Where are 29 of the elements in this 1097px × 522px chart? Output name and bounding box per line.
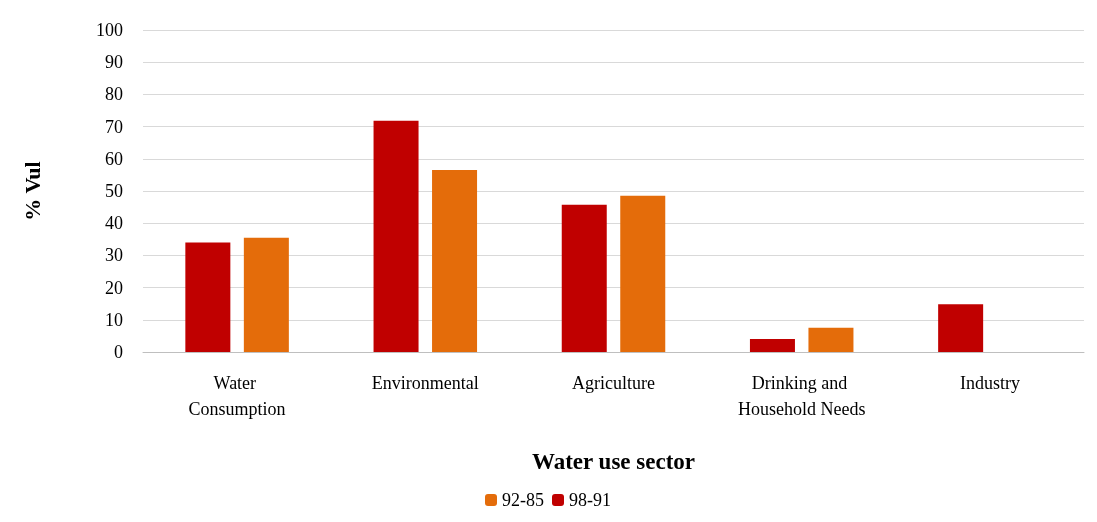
bar [243, 237, 289, 352]
bar [938, 304, 984, 352]
x-tick-label: Drinking and Household Needs [737, 373, 866, 419]
legend-label: 92-85 [502, 490, 545, 510]
y-tick-label: 70 [105, 116, 123, 137]
x-tick-label: Industry [959, 373, 1020, 393]
y-axis-title: % Vul [19, 161, 45, 221]
y-tick-label: 30 [105, 245, 123, 266]
y-tick-label: 20 [105, 277, 123, 298]
bar [185, 242, 231, 352]
y-tick-label: 10 [105, 309, 123, 330]
y-tick-label: 40 [105, 213, 123, 234]
x-axis-title: Water use sector [531, 449, 696, 474]
x-tick-label: Water Consumption [188, 373, 286, 419]
y-tick-label: 0 [114, 342, 123, 362]
y-tick-label: 50 [105, 181, 123, 201]
y-tick-label: 60 [105, 148, 123, 169]
bar [373, 120, 419, 352]
bar [620, 195, 666, 352]
x-tick-label: Environmental [371, 373, 479, 393]
x-tick-label: Agriculture [572, 373, 655, 393]
y-tick-label: 80 [105, 84, 123, 105]
legend-label: 98-91 [569, 490, 611, 510]
y-tick-label: 90 [105, 52, 123, 73]
bar [432, 170, 478, 352]
bar [808, 327, 854, 352]
bar [561, 204, 607, 352]
y-tick-label: 100 [96, 20, 123, 40]
bar [749, 339, 795, 352]
